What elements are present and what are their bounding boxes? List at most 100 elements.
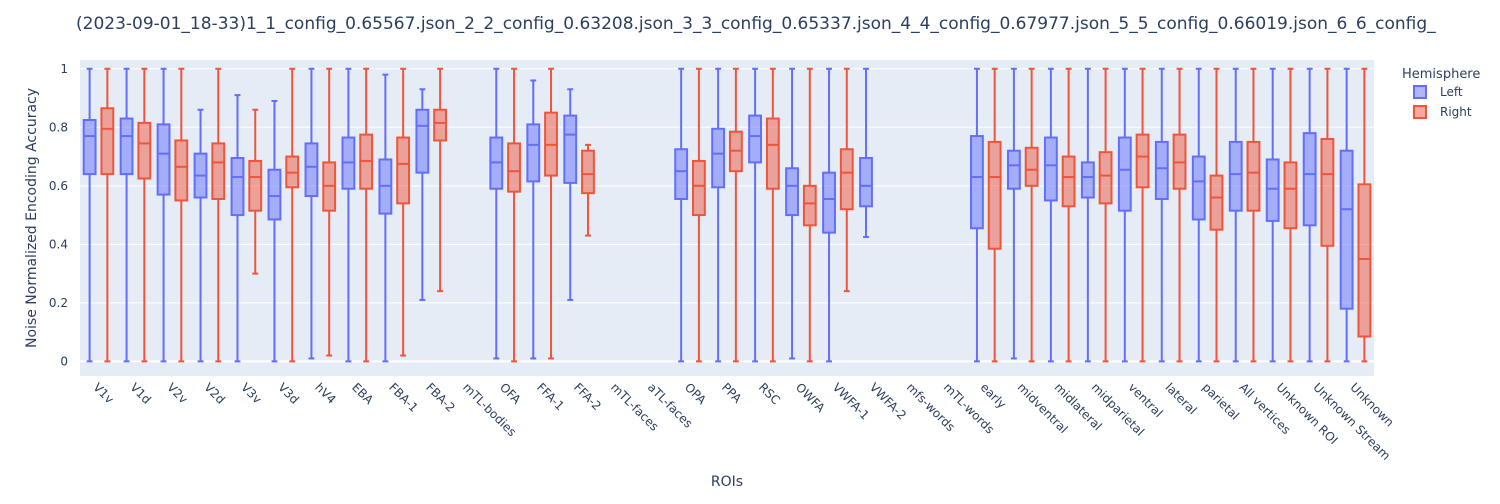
- x-tick-label: early: [978, 380, 1009, 411]
- box-left-midparietal: [1080, 67, 1095, 363]
- x-tick-label: lateral: [1163, 380, 1200, 417]
- x-tick-label: FBA-2: [423, 380, 458, 415]
- legend-title: Hemisphere: [1402, 67, 1480, 82]
- box-iqr: [822, 171, 836, 234]
- box-iqr: [563, 114, 578, 184]
- x-tick-label: V1d: [127, 380, 153, 406]
- box-right-midparietal: [1098, 67, 1113, 363]
- box-iqr: [100, 107, 115, 176]
- x-tick-labels: V1v V1d V2v V2d V3v V3d hV4 EBA FBA-1 FBA-2 mTL-bo…: [90, 380, 1396, 463]
- box-iqr: [304, 142, 319, 198]
- box-iqr: [137, 121, 152, 180]
- y-tick-labels: 0 0.2 0.4 0.6 0.8 1: [49, 62, 68, 369]
- box-left-VWFA-1: [822, 67, 836, 363]
- box-left-V2v: [156, 67, 171, 363]
- box-iqr: [230, 157, 245, 217]
- box-iqr: [1283, 161, 1298, 230]
- box-left-OWFA: [785, 67, 799, 360]
- box-iqr: [1228, 140, 1243, 212]
- legend-swatch-left: [1413, 85, 1427, 99]
- box-iqr: [691, 159, 706, 217]
- box-right-FBA-1: [396, 67, 411, 357]
- x-tick-label: parietal: [1200, 380, 1242, 422]
- box-iqr: [1043, 136, 1058, 202]
- box-iqr: [859, 157, 873, 208]
- box-left-Unknown ROI: [1265, 67, 1280, 363]
- x-tick-label: OPA: [682, 380, 710, 408]
- box-iqr: [1320, 138, 1335, 247]
- box-right-V1v: [100, 67, 115, 363]
- x-tick-label: V1v: [90, 380, 116, 406]
- box-iqr: [211, 142, 226, 200]
- box-iqr: [765, 117, 780, 190]
- box-left-All vertices: [1228, 67, 1243, 363]
- box-iqr: [1265, 158, 1280, 222]
- box-right-OPA: [691, 67, 706, 363]
- x-tick-label: V2v: [164, 380, 190, 406]
- x-tick-label: OWFA: [793, 380, 828, 415]
- box-iqr: [1357, 183, 1372, 338]
- box-left-V3v: [230, 94, 245, 363]
- box-right-early: [987, 67, 1002, 363]
- box-left-FBA-1: [378, 73, 393, 363]
- x-tick-label: VWFA-1: [830, 380, 872, 422]
- x-tick-label: hV4: [312, 380, 338, 406]
- box-right-All vertices: [1246, 67, 1261, 363]
- box-right-RSC: [765, 67, 780, 363]
- legend-label-left: Left: [1440, 85, 1463, 99]
- box-left-FFA-1: [526, 79, 541, 360]
- box-iqr: [1339, 149, 1354, 310]
- x-tick-label: V2d: [201, 380, 227, 406]
- box-right-FFA-1: [544, 67, 558, 360]
- box-left-EBA: [341, 67, 356, 363]
- y-axis-title: Noise Normalized Encoding Accuracy: [24, 88, 40, 348]
- box-right-FFA-2: [581, 143, 595, 237]
- box-right-EBA: [359, 67, 374, 363]
- box-iqr: [415, 108, 430, 174]
- y-tick-label: 0: [60, 354, 68, 368]
- box-right-midventral: [1024, 67, 1039, 363]
- box-right-PPA: [728, 67, 743, 363]
- box-left-OPA: [674, 67, 689, 363]
- box-right-hV4: [322, 67, 337, 357]
- box-iqr: [433, 108, 448, 142]
- box-iqr: [82, 118, 97, 176]
- box-iqr: [802, 184, 817, 227]
- x-tick-label: RSC: [756, 380, 783, 407]
- box-left-V3d: [267, 99, 282, 363]
- box-left-FFA-2: [563, 88, 578, 301]
- box-iqr: [156, 123, 171, 196]
- legend-label-right: Right: [1440, 105, 1472, 119]
- box-iqr: [248, 159, 263, 212]
- box-right-FBA-2: [433, 67, 448, 293]
- x-tick-label: FFA-1: [534, 380, 567, 413]
- box-iqr: [1154, 140, 1169, 200]
- box-left-Unknown Stream: [1302, 67, 1317, 363]
- box-iqr: [1135, 133, 1150, 189]
- box-left-V1v: [82, 67, 97, 363]
- legend-swatch-right: [1413, 105, 1427, 119]
- box-iqr: [526, 123, 541, 183]
- box-iqr: [748, 114, 763, 164]
- box-right-V2d: [211, 67, 226, 363]
- box-right-ventral: [1135, 67, 1150, 363]
- box-iqr: [1024, 146, 1039, 187]
- y-tick-label: 0.4: [49, 237, 68, 251]
- plot-area: [80, 60, 1374, 376]
- y-tick-label: 1: [60, 62, 68, 76]
- box-right-VWFA-1: [839, 67, 854, 293]
- box-right-V3v: [248, 108, 263, 275]
- box-iqr: [839, 148, 854, 211]
- box-right-OFA: [507, 67, 521, 363]
- box-iqr: [1061, 155, 1076, 208]
- x-tick-label: FBA-1: [386, 380, 421, 415]
- chart-title: (2023-09-01_18-33)1_1_config_0.65567.jso…: [76, 14, 1436, 34]
- box-left-RSC: [748, 67, 763, 363]
- y-tick-label: 0.6: [49, 179, 68, 193]
- box-iqr: [396, 136, 411, 205]
- box-iqr: [119, 117, 134, 176]
- box-left-V2d: [193, 108, 208, 363]
- box-left-lateral: [1154, 67, 1169, 363]
- box-iqr: [1080, 161, 1095, 199]
- box-right-lateral: [1172, 67, 1187, 363]
